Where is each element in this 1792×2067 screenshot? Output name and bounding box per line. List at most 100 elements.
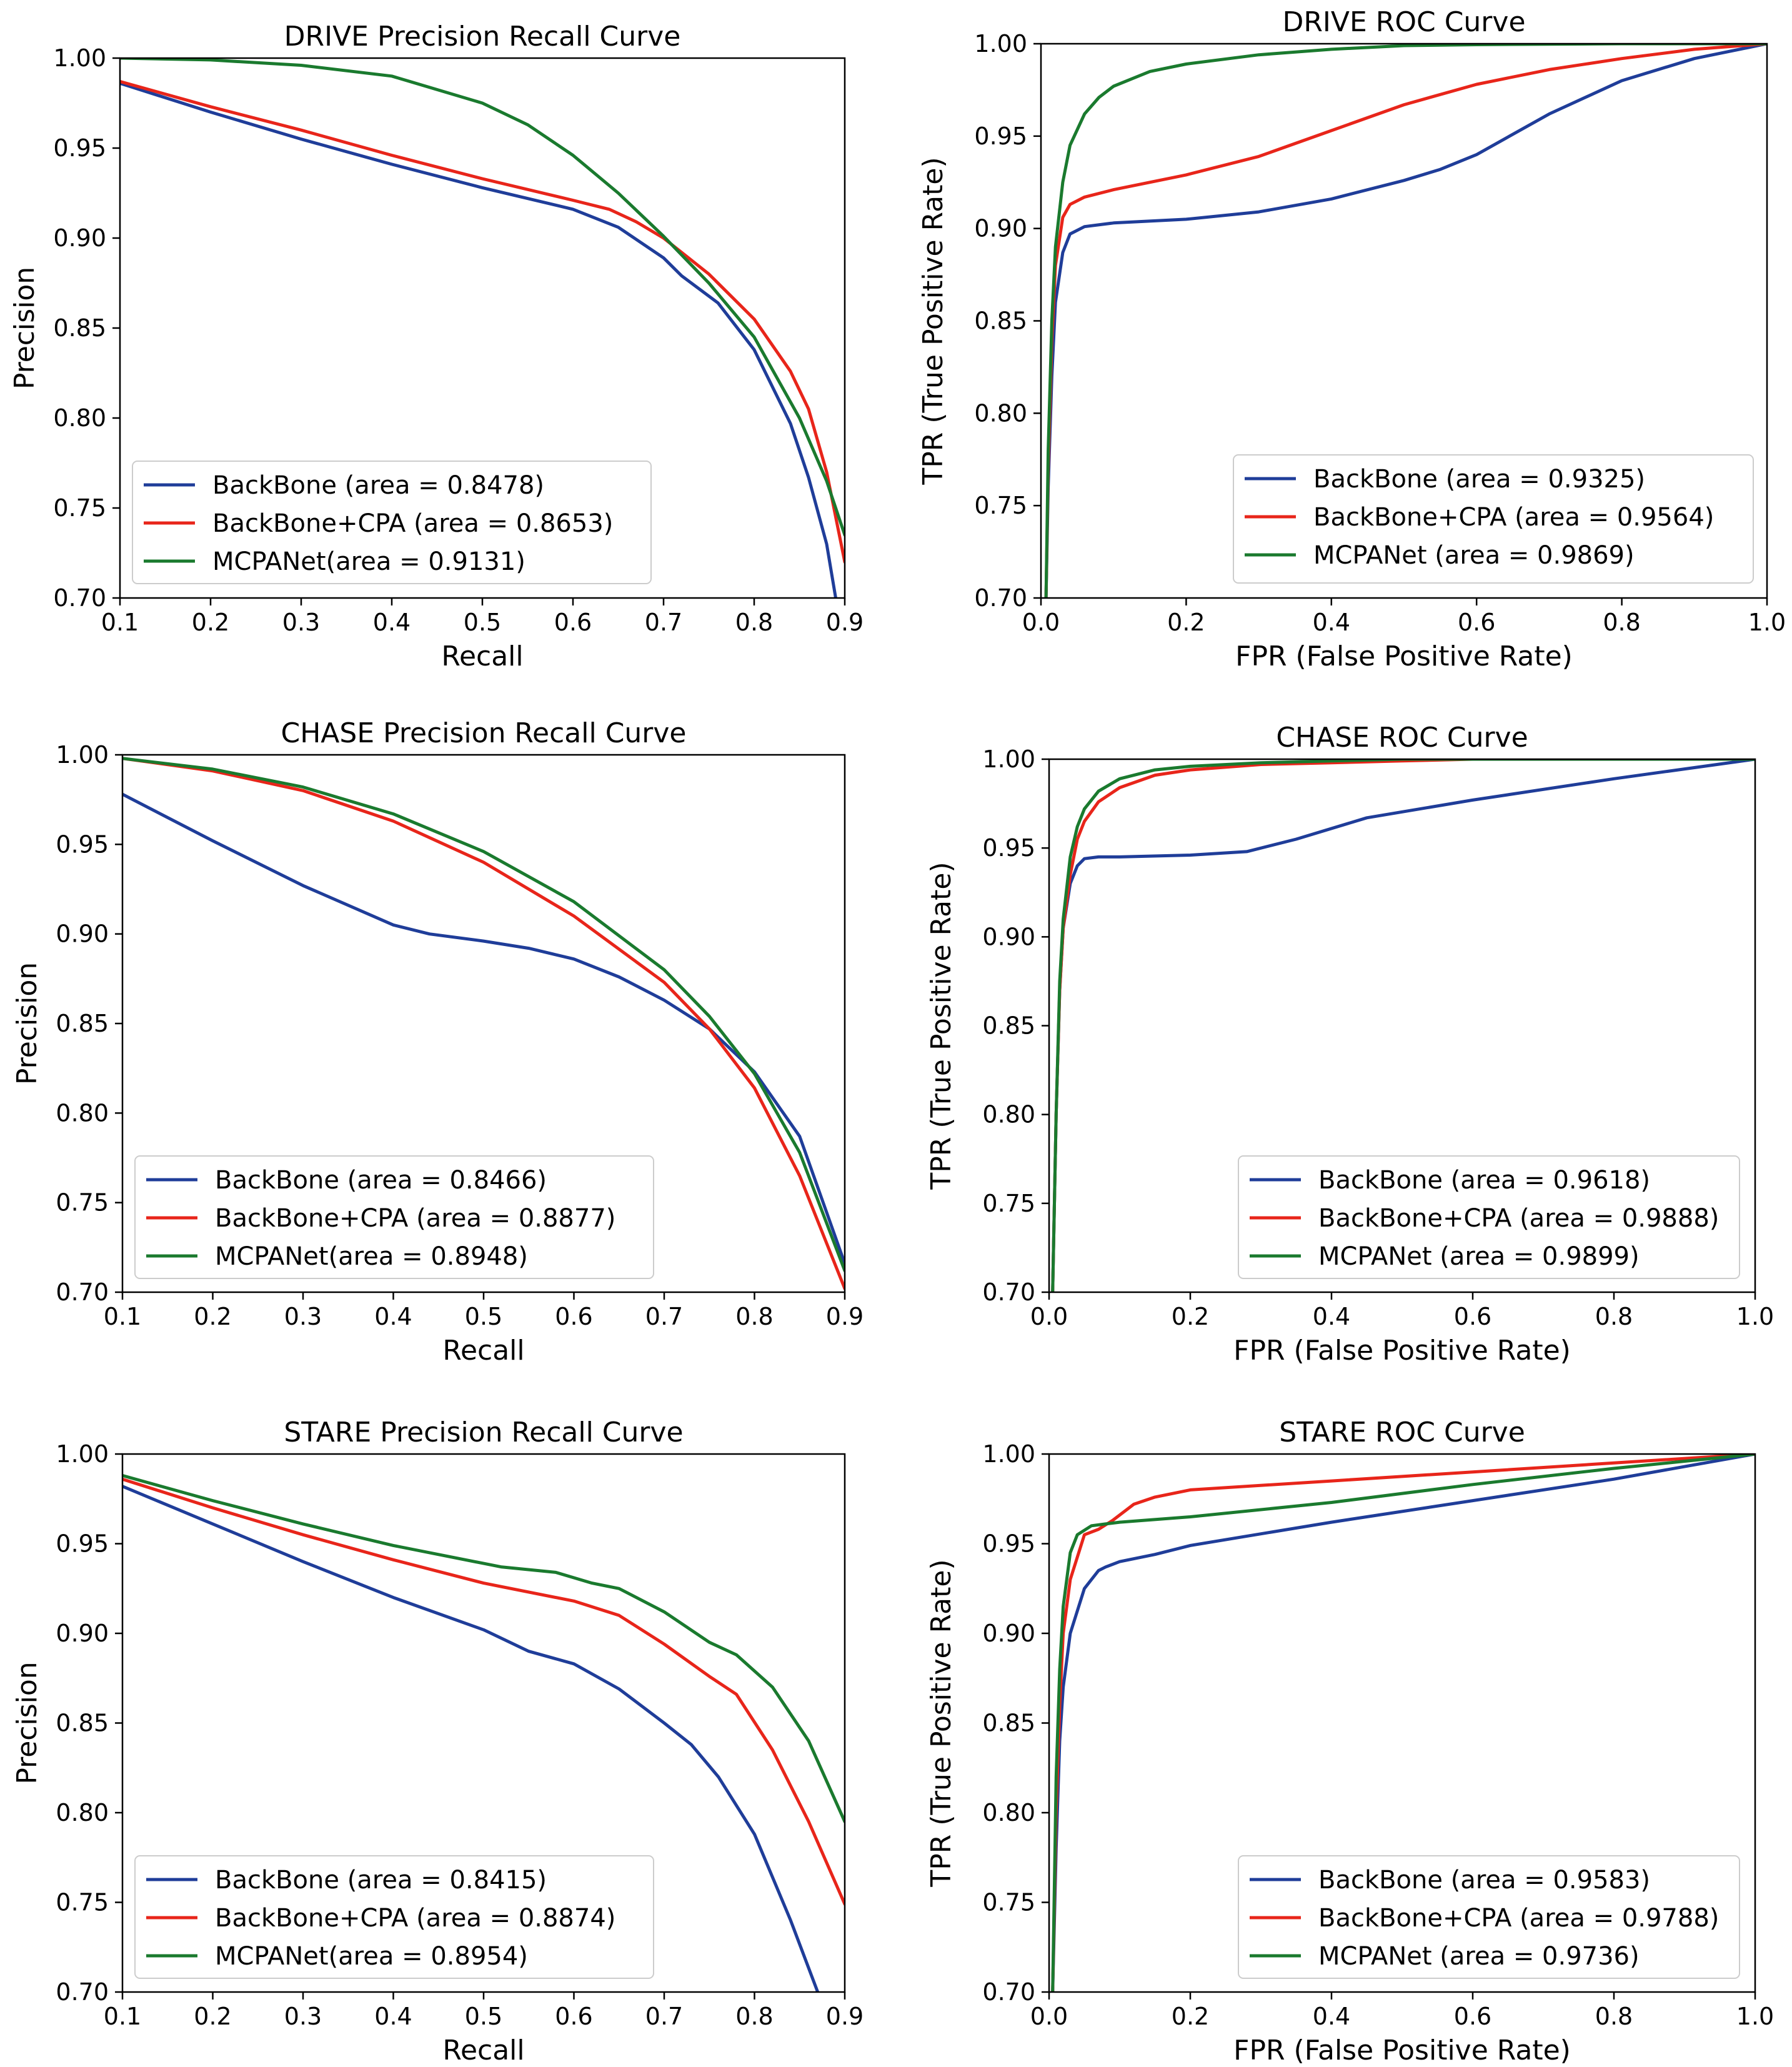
y-tick-label: 0.70 [982,1278,1035,1306]
legend-entry: BackBone (area = 0.9583) [1318,1866,1650,1895]
y-tick-label: 1.00 [56,1440,109,1468]
x-tick-label: 0.8 [735,2003,773,2030]
chart-2: 0.0 0.2 0.4 0.6 0.8 1.0 0.70 0.75 0.80 0.85 0.90 0.… [917,6,1786,672]
y-tick-label: 0.80 [982,1101,1035,1128]
x-tick-label: 0.6 [555,1303,592,1330]
series-line-2 [122,1477,845,1906]
x-tick-label: 0.0 [1022,609,1060,636]
x-tick-label: 0.2 [1172,2003,1209,2030]
x-axis-label: Recall [442,1335,524,1367]
y-tick-label: 0.90 [982,1620,1035,1647]
y-axis-label: TPR (True Positive Rate) [917,157,949,485]
x-tick-label: 0.6 [1458,609,1495,636]
legend-entry: MCPANet(area = 0.8948) [215,1242,528,1271]
chart-title: CHASE Precision Recall Curve [281,717,687,749]
y-tick-label: 0.85 [974,307,1027,335]
y-axis-label: Precision [9,267,41,389]
x-tick-label: 0.1 [104,2003,141,2030]
y-tick-label: 1.00 [982,745,1035,773]
x-tick-label: 0.3 [284,2003,322,2030]
y-tick-label: 0.80 [56,1799,109,1826]
legend-box [1238,1155,1740,1279]
x-tick-label: 0.3 [284,1303,322,1330]
y-tick-label: 0.95 [56,1530,109,1558]
y-tick-label: 0.95 [53,134,106,162]
chart-title: STARE ROC Curve [1279,1417,1525,1448]
series-line-2 [1051,1454,1755,1992]
y-tick-label: 0.75 [974,492,1027,519]
legend: BackBone (area = 0.9618) BackBone+CPA (ar… [1238,1155,1740,1279]
y-tick-label: 0.85 [982,1012,1035,1040]
x-tick-label: 0.2 [192,609,229,636]
y-tick-label: 0.80 [982,1799,1035,1826]
y-tick-label: 0.90 [982,923,1035,950]
x-tick-label: 0.9 [826,609,864,636]
legend-entry: BackBone+CPA (area = 0.9888) [1318,1204,1719,1233]
y-axis-label: TPR (True Positive Rate) [925,862,957,1190]
y-tick-label: 0.85 [56,1010,109,1037]
x-tick-label: 0.2 [1172,1303,1209,1330]
legend: BackBone (area = 0.9325) BackBone+CPA (ar… [1233,454,1754,584]
y-tick-label: 0.90 [974,215,1027,242]
y-tick-label: 0.95 [974,122,1027,150]
y-tick-label: 0.75 [982,1889,1035,1916]
x-tick-label: 0.6 [1454,2003,1491,2030]
chart-1: 0.1 0.2 0.3 0.4 0.5 0.6 0.7 0.8 0.9 0.70 0.75 0.80 0… [9,21,864,672]
x-tick-label: 0.0 [1030,2003,1068,2030]
legend-entry: BackBone+CPA (area = 0.9788) [1318,1904,1719,1933]
legend: BackBone (area = 0.8466) BackBone+CPA (ar… [134,1155,654,1279]
x-tick-label: 0.8 [1595,1303,1633,1330]
chart-title: DRIVE ROC Curve [1282,6,1525,38]
y-tick-label: 0.80 [56,1099,109,1127]
y-tick-label: 1.00 [53,44,106,72]
x-tick-label: 0.2 [1167,609,1205,636]
legend-entry: MCPANet (area = 0.9869) [1313,541,1635,570]
y-tick-label: 0.80 [53,404,106,432]
y-tick-label: 0.75 [53,494,106,522]
legend-entry: BackBone (area = 0.8415) [215,1866,547,1895]
x-tick-label: 0.4 [1313,609,1350,636]
y-axis-label: TPR (True Positive Rate) [925,1559,957,1887]
x-tick-label: 0.2 [194,1303,231,1330]
x-tick-label: 1.0 [1736,1303,1774,1330]
y-tick-label: 1.00 [982,1440,1035,1468]
series-line-1 [1044,44,1767,598]
y-tick-label: 0.80 [974,399,1027,427]
legend-box [134,1155,654,1279]
x-tick-label: 0.8 [1595,2003,1633,2030]
x-tick-label: 0.8 [1603,609,1640,636]
x-tick-label: 0.1 [104,1303,141,1330]
chart-5: 0.1 0.2 0.3 0.4 0.5 0.6 0.7 0.8 0.9 0.70 0.75 0.80 0… [11,1417,864,2066]
series-line-2 [120,79,845,564]
chart-3: 0.1 0.2 0.3 0.4 0.5 0.6 0.7 0.8 0.9 0.70 0.75 0.80 0… [11,717,864,1367]
x-axis-label: Recall [441,640,523,672]
legend-entry: BackBone (area = 0.9325) [1313,465,1645,494]
legend-entry: MCPANet (area = 0.9899) [1318,1242,1640,1271]
y-tick-label: 0.90 [53,224,106,252]
legend-box [134,1855,654,1979]
series-line-3 [1051,759,1755,1292]
y-tick-label: 0.95 [982,834,1035,862]
legend: BackBone (area = 0.9583) BackBone+CPA (ar… [1238,1855,1740,1979]
x-tick-label: 0.3 [282,609,320,636]
y-tick-label: 0.70 [974,584,1027,612]
series-line-1 [120,81,837,598]
x-tick-label: 0.7 [645,609,682,636]
x-tick-label: 0.0 [1030,1303,1068,1330]
y-tick-label: 0.85 [53,314,106,342]
y-tick-label: 0.70 [982,1978,1035,2006]
y-tick-label: 0.85 [982,1710,1035,1737]
series-line-3 [1051,1454,1755,1992]
legend-entry: BackBone+CPA (area = 0.9564) [1313,503,1714,532]
series-line-3 [122,1473,845,1823]
y-tick-label: 0.70 [56,1278,109,1306]
legend-box [1238,1855,1740,1979]
y-tick-label: 0.75 [56,1189,109,1217]
x-tick-label: 0.5 [464,609,501,636]
y-axis-label: Precision [11,1661,43,1784]
chart-title: STARE Precision Recall Curve [284,1417,683,1448]
x-tick-label: 0.8 [735,609,773,636]
legend-entry: MCPANet (area = 0.9736) [1318,1942,1640,1971]
x-tick-label: 0.6 [554,609,592,636]
legend-box [132,461,652,584]
